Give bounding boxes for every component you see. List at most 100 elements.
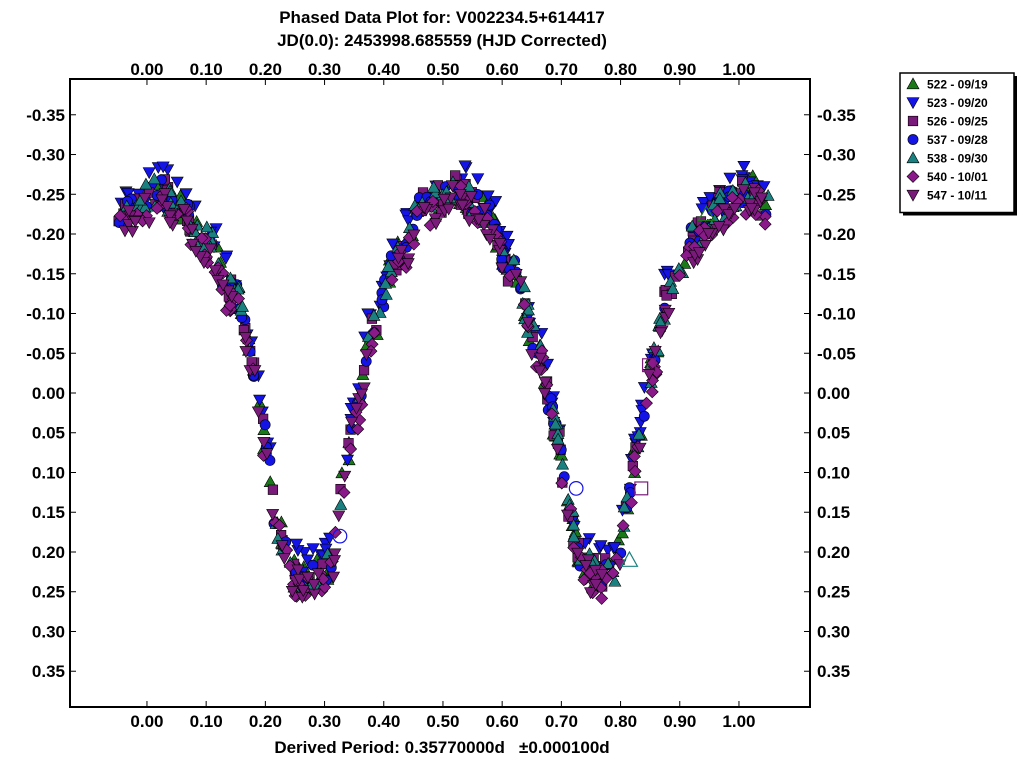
data-point	[632, 427, 646, 440]
data-point	[471, 173, 485, 186]
data-point	[584, 587, 598, 600]
data-point	[594, 540, 608, 552]
data-point	[367, 326, 381, 340]
x-tick-label-top: 0.90	[663, 60, 696, 79]
data-point	[257, 436, 271, 449]
x-tick-label-top: 0.10	[190, 60, 223, 79]
legend-label: 526 - 09/25	[927, 115, 988, 129]
data-point	[407, 229, 421, 242]
data-point	[678, 256, 692, 269]
plot-frame	[69, 78, 811, 708]
data-point	[289, 538, 303, 551]
data-point	[456, 199, 470, 212]
data-point	[200, 220, 214, 233]
data-point	[203, 243, 217, 256]
data-point	[525, 349, 539, 361]
data-point	[703, 192, 717, 204]
axis-ticks: 0.00 0.00 0.10 0.10 0.20 0.20 0.30 0.30 0.40 0.40…	[26, 60, 856, 731]
data-point	[402, 215, 416, 228]
data-point	[337, 486, 351, 499]
data-point	[386, 238, 400, 251]
y-tick-label-right: -0.05	[817, 344, 856, 363]
data-point	[355, 388, 369, 401]
y-tick-label-right: -0.20	[817, 225, 856, 244]
data-point	[155, 194, 169, 207]
data-point	[349, 403, 363, 415]
data-point	[737, 160, 751, 173]
data-point	[616, 519, 630, 533]
data-point	[698, 239, 712, 252]
y-tick-label-right: 0.00	[817, 384, 850, 403]
data-point	[122, 219, 136, 231]
data-point	[427, 180, 441, 193]
legend-label: 522 - 09/19	[927, 78, 988, 92]
data-point	[327, 555, 342, 567]
data-point	[296, 585, 310, 597]
data-point	[481, 190, 495, 203]
data-point	[533, 365, 547, 378]
y-tick-label-right: -0.10	[817, 305, 856, 324]
x-tick-label: 0.10	[190, 712, 223, 731]
data-point	[545, 407, 559, 421]
data-point	[189, 246, 203, 258]
data-point	[327, 571, 341, 584]
data-point	[638, 410, 650, 422]
legend-marker	[906, 170, 920, 183]
data-point	[696, 197, 710, 209]
data-point	[628, 464, 642, 478]
y-tick-label-right: 0.25	[817, 583, 850, 602]
y-tick-label: -0.25	[26, 185, 65, 204]
data-point	[661, 290, 672, 301]
data-point	[417, 202, 431, 214]
data-point	[755, 192, 769, 205]
data-point	[579, 560, 593, 572]
legend: 522 - 09/19 523 - 09/20 526 - 09/25 537 - 0…	[899, 72, 1017, 216]
legend-marker	[907, 134, 919, 145]
y-tick-label-right: -0.30	[817, 146, 856, 165]
data-point	[723, 172, 737, 185]
x-tick-label: 0.00	[130, 712, 163, 731]
data-point	[538, 387, 552, 400]
x-tick-label: 0.80	[604, 712, 637, 731]
legend-marker	[907, 115, 919, 127]
data-point	[344, 442, 358, 456]
y-tick-label: 0.20	[32, 543, 65, 562]
x-tick-label: 0.90	[663, 712, 696, 731]
data-point	[391, 252, 406, 265]
data-point	[379, 287, 393, 300]
y-tick-label-right: 0.10	[817, 463, 850, 482]
y-tick-label: 0.05	[32, 424, 65, 443]
data-point	[493, 238, 507, 250]
data-point	[673, 268, 687, 282]
data-point	[301, 572, 315, 584]
data-point	[458, 160, 472, 173]
data-point-open	[332, 528, 348, 544]
data-point	[260, 448, 274, 461]
data-point	[251, 406, 265, 419]
legend-marker	[906, 151, 920, 164]
data-point	[437, 193, 451, 206]
data-point-open	[568, 480, 584, 496]
data-point-open	[620, 550, 639, 567]
data-point	[128, 216, 142, 228]
data-point	[625, 496, 638, 510]
data-point	[275, 540, 289, 553]
data-point	[311, 568, 325, 581]
data-point	[307, 559, 319, 571]
legend-label: 547 - 10/11	[927, 189, 987, 203]
data-point	[341, 454, 355, 467]
data-point	[507, 253, 521, 266]
data-point	[138, 192, 152, 205]
data-point	[567, 518, 581, 531]
data-point	[142, 167, 156, 180]
y-tick-label: 0.10	[32, 463, 65, 482]
data-point	[185, 223, 199, 236]
data-point	[253, 394, 267, 407]
data-point	[351, 422, 365, 436]
y-tick-label-right: 0.15	[817, 503, 850, 522]
data-point	[219, 253, 233, 265]
x-tick-label: 0.20	[249, 712, 282, 731]
data-point	[267, 484, 279, 495]
y-tick-label: -0.30	[26, 146, 65, 165]
